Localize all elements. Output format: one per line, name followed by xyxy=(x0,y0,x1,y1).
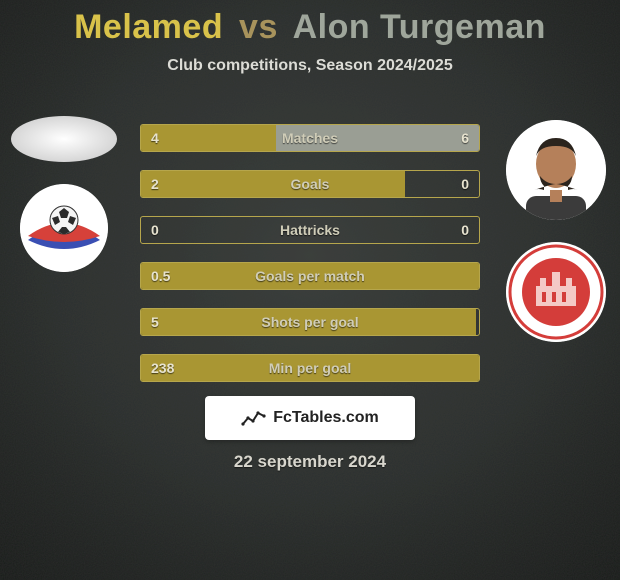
player1-club-crest xyxy=(20,184,108,272)
stat-row: 4Matches6 xyxy=(140,124,480,152)
stat-label: Hattricks xyxy=(141,222,479,238)
stat-row: 2Goals0 xyxy=(140,170,480,198)
player1-avatar xyxy=(11,116,117,162)
stat-label: Shots per goal xyxy=(141,314,479,330)
stat-value-right: 0 xyxy=(461,176,469,192)
stat-row: 0.5Goals per match xyxy=(140,262,480,290)
stat-label: Min per goal xyxy=(141,360,479,376)
fctables-logo-icon xyxy=(241,408,267,428)
stat-value-right: 6 xyxy=(461,130,469,146)
left-profile-column xyxy=(4,116,124,272)
stat-row: 5Shots per goal xyxy=(140,308,480,336)
comparison-date: 22 september 2024 xyxy=(0,452,620,472)
player2-avatar xyxy=(506,120,606,220)
stat-row: 238Min per goal xyxy=(140,354,480,382)
title-player2: Alon Turgeman xyxy=(293,8,546,46)
stat-label: Matches xyxy=(141,130,479,146)
player2-club-crest xyxy=(506,242,606,342)
comparison-title: Melamed vs Alon Turgeman xyxy=(0,0,620,47)
title-vs: vs xyxy=(239,8,278,46)
stat-row: 0Hattricks0 xyxy=(140,216,480,244)
stat-value-right: 0 xyxy=(461,222,469,238)
stat-label: Goals per match xyxy=(141,268,479,284)
title-player1: Melamed xyxy=(74,8,223,46)
source-badge: FcTables.com xyxy=(205,396,415,440)
subtitle: Club competitions, Season 2024/2025 xyxy=(0,57,620,75)
right-profile-column xyxy=(496,120,616,342)
stat-bars: 4Matches62Goals00Hattricks00.5Goals per … xyxy=(140,124,480,382)
source-label: FcTables.com xyxy=(273,409,379,427)
stat-label: Goals xyxy=(141,176,479,192)
